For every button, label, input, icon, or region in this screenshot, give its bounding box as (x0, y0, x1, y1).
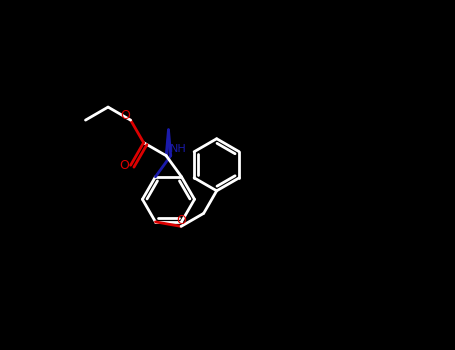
Text: O: O (119, 159, 129, 172)
Text: O: O (121, 110, 130, 122)
Text: O: O (176, 214, 186, 227)
Text: NH: NH (170, 145, 187, 154)
